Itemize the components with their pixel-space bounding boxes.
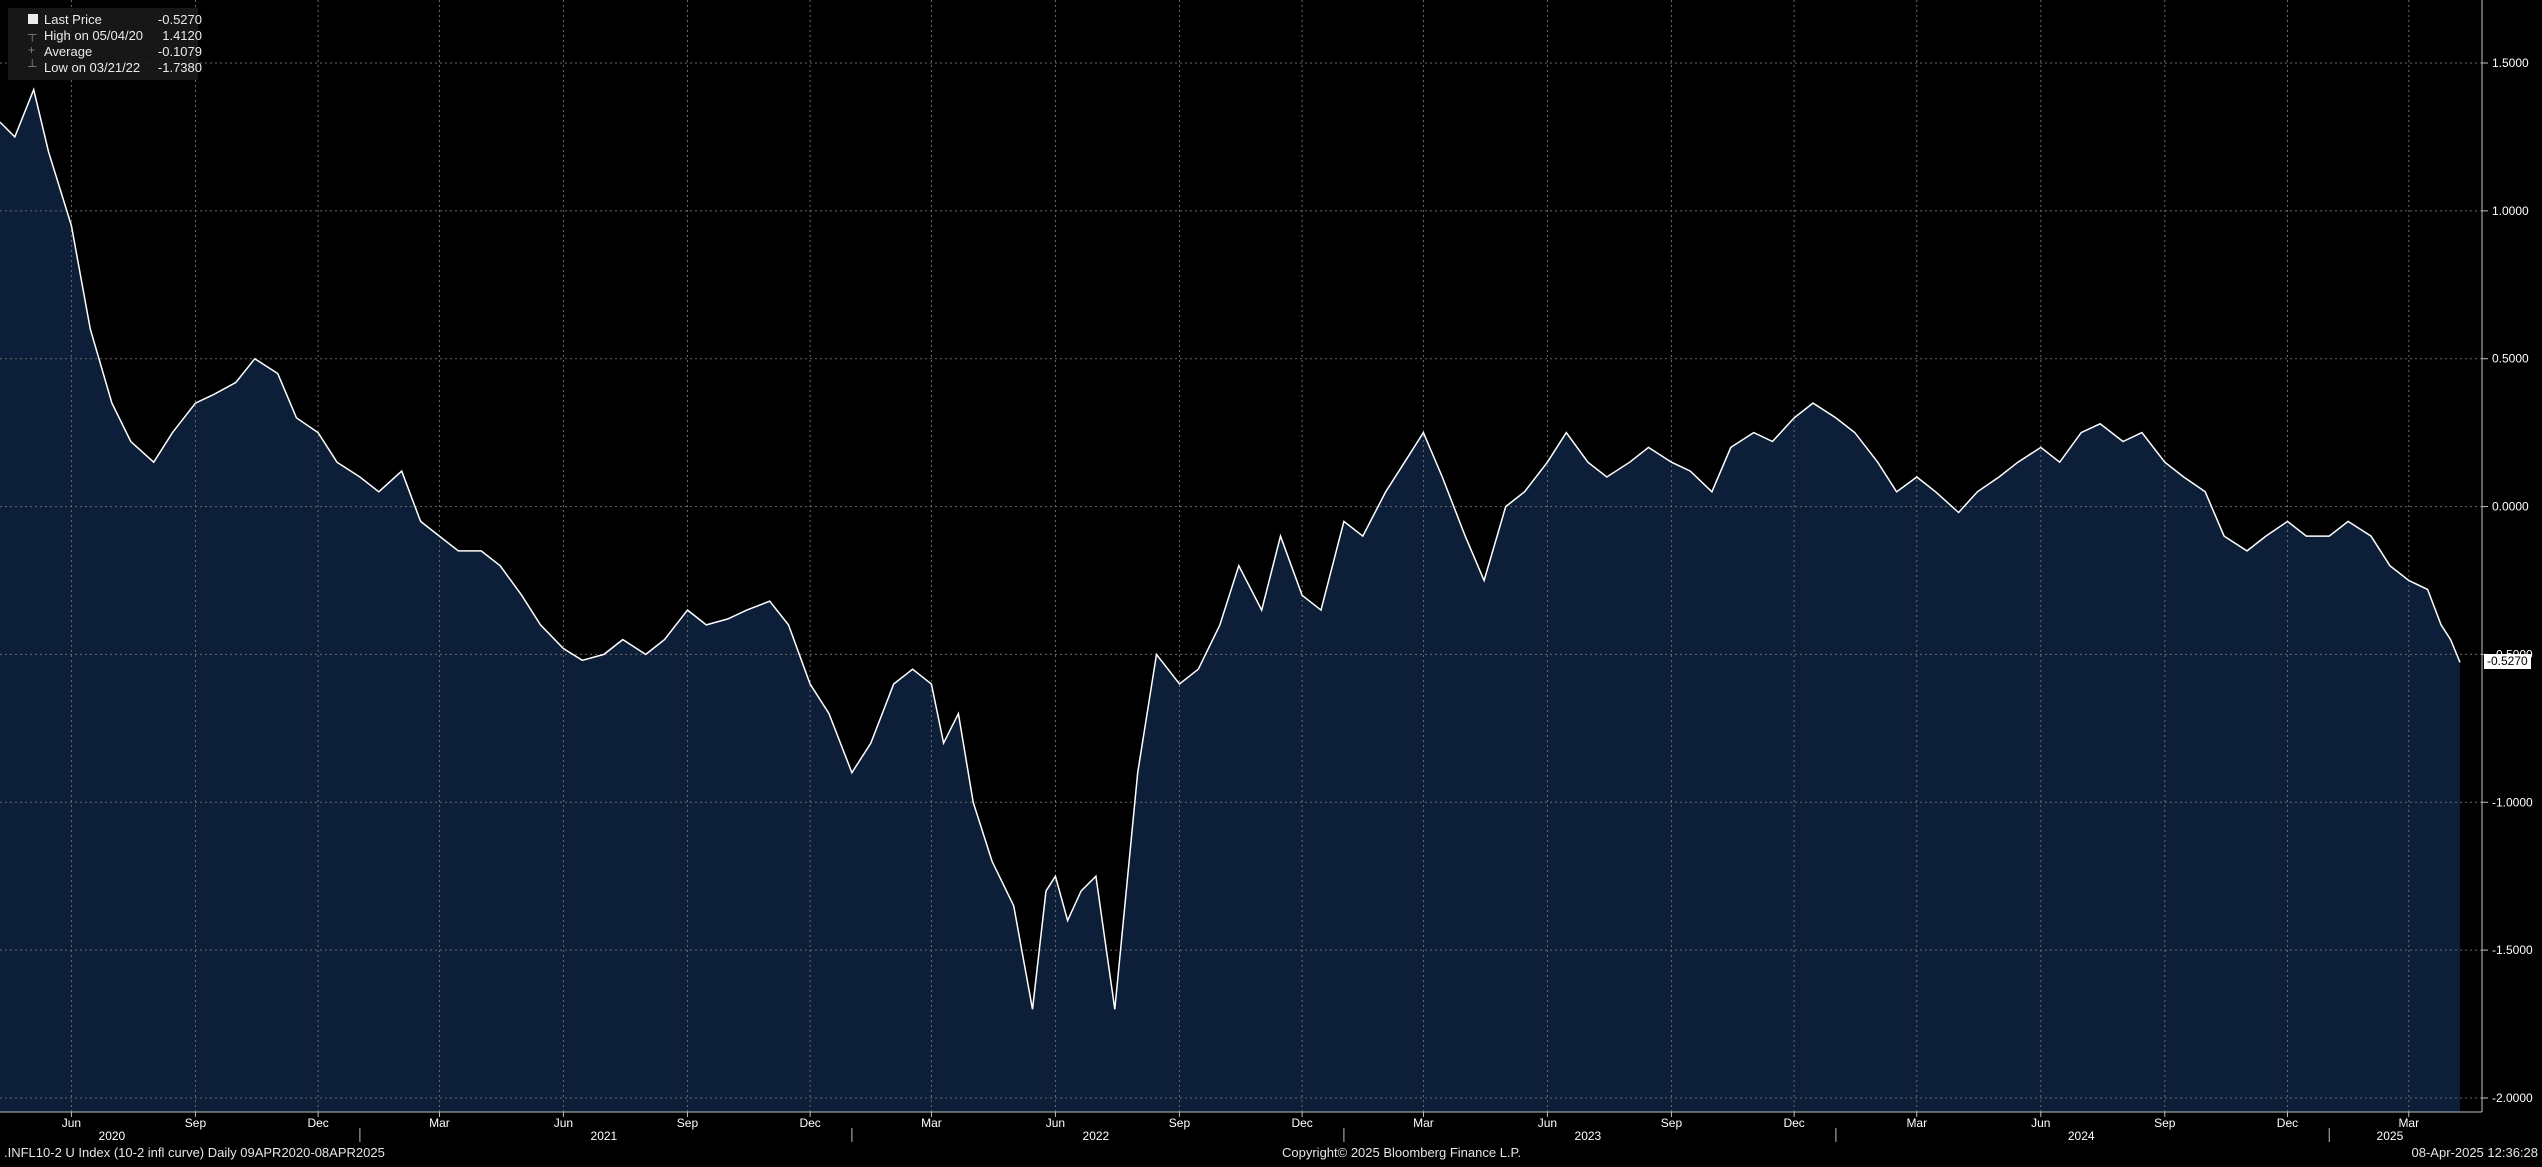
average-marker-icon: + — [28, 43, 36, 57]
x-tick-label: Dec — [2277, 1116, 2298, 1130]
legend-label: High on 05/04/20 — [44, 28, 144, 43]
x-tick-label: Sep — [677, 1116, 699, 1130]
low-marker-icon: ┴ — [28, 59, 37, 73]
legend-value: -1.7380 — [157, 60, 202, 75]
legend-row-low: ┴ Low on 03/21/22 -1.7380 — [22, 59, 202, 75]
series-line — [0, 87, 2461, 1010]
y-tick-label: 0.5000 — [2492, 352, 2529, 366]
legend-label: Last Price — [44, 12, 102, 27]
x-tick-label: Jun — [1538, 1116, 1557, 1130]
x-tick-label: Jun — [554, 1116, 573, 1130]
x-tick-label: Sep — [185, 1116, 207, 1130]
legend-row-high: ┬ High on 05/04/20 1.4120 — [22, 27, 202, 43]
x-tick-label: Mar — [921, 1116, 942, 1130]
year-label: 2021 — [591, 1129, 618, 1143]
x-tick-label: Sep — [1661, 1116, 1683, 1130]
x-tick-label: Dec — [307, 1116, 328, 1130]
x-tick-label: Dec — [1291, 1116, 1312, 1130]
x-tick-label: Mar — [1413, 1116, 1434, 1130]
y-tick-label: 0.0000 — [2492, 500, 2529, 514]
x-tick-label: Jun — [1046, 1116, 1065, 1130]
x-tick-label: Sep — [1169, 1116, 1191, 1130]
footer-ticker-info: .INFL10-2 U Index (10-2 infl curve) Dail… — [4, 1145, 385, 1160]
high-marker-icon: ┬ — [28, 27, 37, 41]
x-tick-label: Mar — [2398, 1116, 2419, 1130]
y-tick-label: -1.0000 — [2492, 795, 2533, 809]
footer-timestamp: 08-Apr-2025 12:36:28 — [2411, 1145, 2538, 1160]
year-label: 2024 — [2068, 1129, 2095, 1143]
last-price-tag: -0.5270 — [2484, 654, 2531, 670]
x-tick-label: Dec — [799, 1116, 820, 1130]
legend-panel: Last Price -0.5270 ┬ High on 05/04/20 1.… — [8, 8, 202, 80]
year-label: 2023 — [1575, 1129, 1602, 1143]
legend-swatch — [28, 14, 38, 24]
y-tick-label: -1.5000 — [2492, 943, 2533, 957]
x-tick-label: Mar — [429, 1116, 450, 1130]
y-tick-label: 1.5000 — [2492, 56, 2529, 70]
legend-value: 1.4120 — [162, 28, 202, 43]
legend-row-last-price: Last Price -0.5270 — [22, 12, 202, 27]
y-tick-label: -2.0000 — [2492, 1091, 2533, 1105]
x-tick-label: Jun — [62, 1116, 81, 1130]
x-tick-label: Jun — [2031, 1116, 2050, 1130]
y-tick-label: 1.0000 — [2492, 204, 2529, 218]
legend-value: -0.1079 — [157, 44, 202, 59]
legend-label: Average — [44, 44, 93, 59]
legend-value: -0.5270 — [157, 12, 202, 27]
area-fill — [0, 89, 2460, 1113]
legend-row-average: + Average -0.1079 — [22, 43, 202, 59]
footer-copyright: Copyright© 2025 Bloomberg Finance L.P. — [1282, 1145, 1522, 1160]
x-tick-label: Sep — [2154, 1116, 2176, 1130]
year-label: 2025 — [2377, 1129, 2404, 1143]
x-tick-label: Mar — [1906, 1116, 1927, 1130]
legend-label: Low on 03/21/22 — [44, 60, 141, 75]
year-label: 2022 — [1083, 1129, 1110, 1143]
x-tick-label: Dec — [1783, 1116, 1804, 1130]
year-label: 2020 — [99, 1129, 126, 1143]
